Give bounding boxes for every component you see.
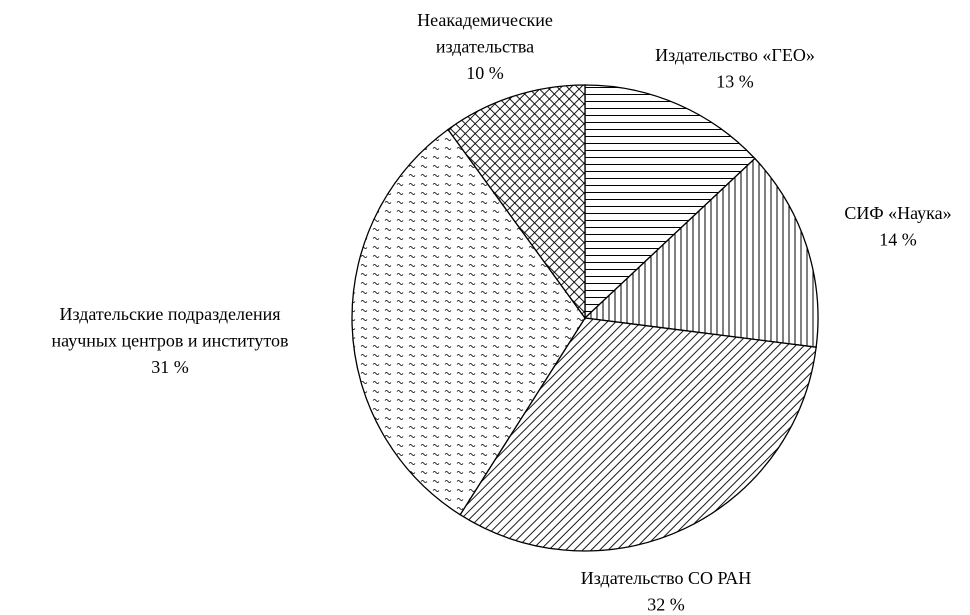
slice-label-line: издательства [436,37,534,57]
value-label: 13 % [716,72,754,92]
slice-label-line: Издательские подразделения [59,304,280,324]
pie-slice [459,317,817,552]
value-label: 14 % [879,230,917,250]
pie-slice [584,84,756,320]
slice-label-line: Неакадемические [417,10,553,30]
slice-label-line: СИФ «Наука» [844,203,951,223]
slice-label: СИФ «Наука» 14 % [844,203,951,250]
slice-label: Неакадемические издательства 10 % [417,10,553,83]
value-label: 10 % [466,63,504,83]
slice-label-line: научных центров и институтов [52,331,289,351]
slice-label: Издательство «ГЕО» 13 % [655,45,815,92]
slice-label-line: Издательство СО РАН [581,568,751,588]
value-label: 32 % [647,595,685,615]
slice-label: Издательство СО РАН 32 % [581,568,751,615]
pie-slice [447,84,586,321]
slice-label-line: Издательство «ГЕО» [655,45,815,65]
value-label: 31 % [151,357,189,377]
pie-slice [351,128,586,516]
pie-slice [583,157,819,348]
slice-label: Издательские подразделения научных центро… [52,304,289,377]
